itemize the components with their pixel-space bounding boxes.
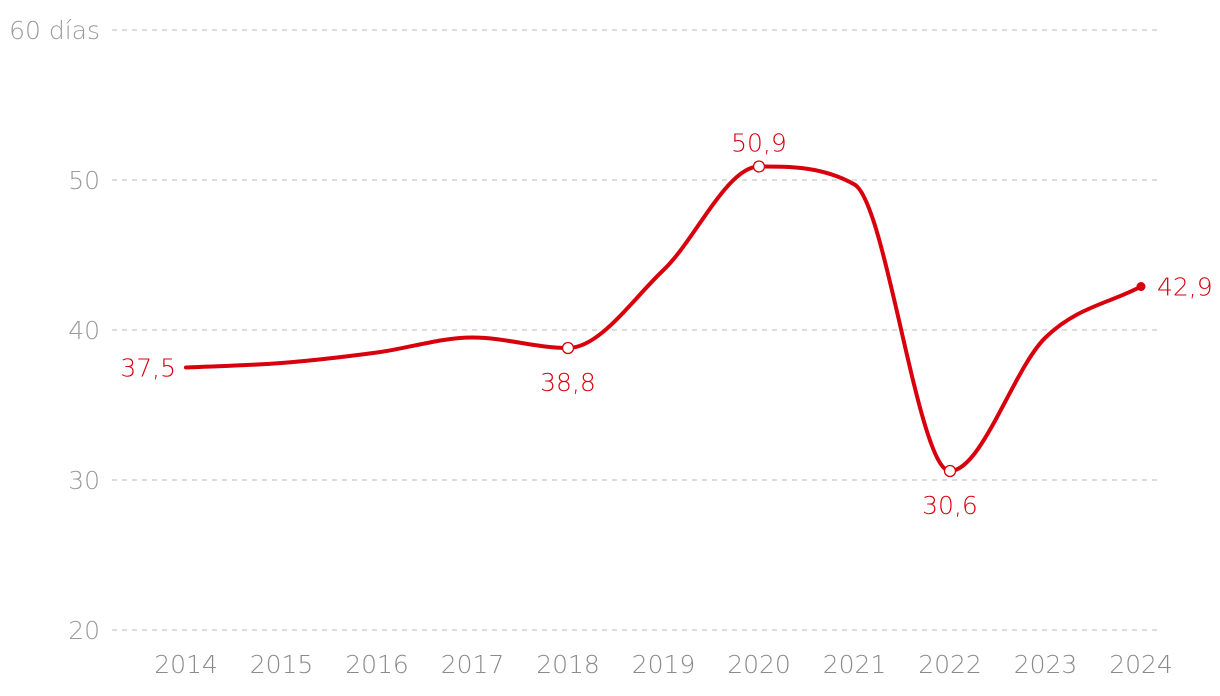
x-tick-label-2017: 2017: [441, 650, 505, 679]
point-marker-2024: [1136, 282, 1146, 291]
series-line-0: [184, 164, 1143, 473]
data-label-2018: 38,8: [540, 368, 596, 397]
y-tick-label-50: 50: [68, 166, 100, 195]
y-tick-label-20: 20: [68, 616, 100, 645]
x-tick-label-2018: 2018: [536, 650, 600, 679]
data-label-2022: 30,6: [922, 491, 978, 520]
y-tick-label-60: 60 días: [9, 16, 100, 45]
x-tick-label-2015: 2015: [250, 650, 314, 679]
point-marker-2018: [561, 341, 575, 355]
data-label-2020: 50,9: [731, 129, 787, 158]
x-tick-label-2024: 2024: [1109, 650, 1173, 679]
y-tick-label-40: 40: [68, 316, 100, 345]
x-tick-label-2020: 2020: [727, 650, 791, 679]
x-tick-label-2014: 2014: [154, 650, 218, 679]
x-tick-label-2023: 2023: [1014, 650, 1078, 679]
data-label-2014: 37,5: [120, 354, 176, 383]
x-tick-label-2021: 2021: [823, 650, 887, 679]
x-tick-label-2022: 2022: [918, 650, 982, 679]
point-marker-2022: [943, 464, 957, 478]
point-marker-2020: [752, 160, 766, 173]
x-tick-label-2016: 2016: [345, 650, 409, 679]
data-label-2024: 42,9: [1157, 273, 1213, 302]
y-tick-label-30: 30: [68, 466, 100, 495]
x-tick-label-2019: 2019: [632, 650, 696, 679]
